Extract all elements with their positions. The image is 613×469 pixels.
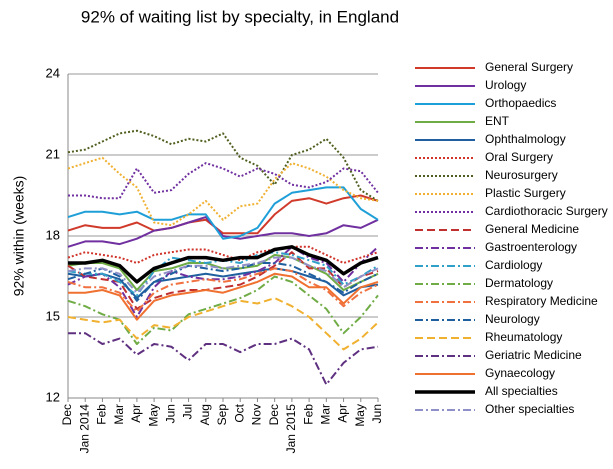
x-tick-label: Oct [232, 403, 246, 422]
x-tick-label: May [146, 404, 160, 427]
series-line [67, 216, 379, 248]
x-tick-label: Aug [198, 404, 212, 425]
x-tick-label: Feb [301, 404, 315, 425]
series-line [67, 156, 379, 227]
y-tick-label: 24 [46, 65, 60, 80]
series-line [67, 256, 379, 294]
series-line [67, 297, 379, 351]
legend-label: General Surgery [485, 60, 573, 74]
legend-label: Urology [485, 78, 526, 92]
legend-label: Orthopaedics [485, 96, 556, 110]
series-line [67, 129, 379, 202]
x-tick-label: Feb [95, 404, 109, 425]
x-tick-label: Nov [250, 404, 264, 425]
legend-label: Plastic Surgery [485, 186, 566, 200]
x-tick-label: Apr [336, 404, 350, 423]
series-line [68, 332, 379, 386]
legend-label: Rheumatology [485, 330, 562, 344]
x-tick-label: Jun [164, 404, 178, 423]
y-axis-label: 92% within (weeks) [11, 176, 27, 297]
x-tick-label: Jan 2015 [284, 404, 298, 454]
y-tick-label: 15 [46, 308, 60, 323]
x-tick-label: Jan 2014 [77, 404, 91, 454]
series-line [67, 245, 379, 264]
x-tick-label: Mar [319, 404, 333, 425]
legend-label: Dermatology [485, 276, 553, 290]
legend-label: Geriatric Medicine [485, 348, 582, 362]
x-tick-label: Mar [112, 404, 126, 425]
series-line [68, 272, 379, 321]
x-tick-label: Jul [181, 404, 195, 419]
x-tick-label: Dec [60, 404, 74, 425]
y-tick-label: 12 [46, 389, 60, 404]
x-tick-label: Jun [370, 404, 384, 423]
legend-label: Ophthalmology [485, 132, 566, 146]
y-tick-label: 18 [46, 227, 60, 242]
legend-label: Gastroenterology [485, 240, 577, 254]
legend-label: All specialties [485, 384, 558, 398]
series-line [67, 194, 379, 235]
legend-label: Other specialties [485, 402, 574, 416]
series-line [67, 245, 379, 318]
legend-label: ENT [485, 114, 510, 128]
legend-label: Cardiology [485, 258, 542, 272]
legend-label: General Medicine [485, 222, 579, 236]
series-line [67, 267, 379, 313]
series-line [68, 245, 379, 284]
x-tick-label: Sep [215, 404, 229, 426]
legend-label: Oral Surgery [485, 150, 553, 164]
y-tick-label: 21 [46, 146, 60, 161]
legend-label: Respiratory Medicine [485, 294, 598, 308]
series-line [67, 262, 379, 302]
legend-label: Cardiothoracic Surgery [485, 204, 608, 218]
chart-title: 92% of waiting list by specialty, in Eng… [81, 7, 399, 26]
legend-label: Neurosurgery [485, 168, 558, 182]
legend-label: Neurology [485, 312, 540, 326]
x-tick-label: Apr [129, 404, 143, 423]
x-tick-label: May [353, 404, 367, 427]
legend-label: Gynaecology [485, 366, 555, 380]
x-tick-label: Dec [267, 404, 281, 425]
series-line [67, 186, 379, 240]
